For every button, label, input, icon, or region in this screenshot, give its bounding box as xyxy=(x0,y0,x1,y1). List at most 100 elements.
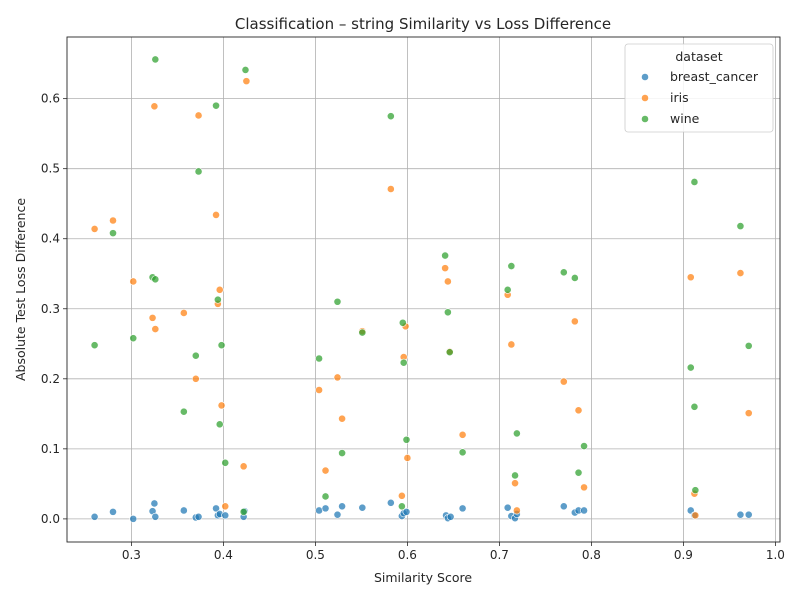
data-point xyxy=(559,268,568,277)
legend-label: iris xyxy=(670,90,689,105)
data-point xyxy=(441,264,450,273)
data-point xyxy=(315,506,323,515)
data-point xyxy=(686,363,695,372)
data-points xyxy=(90,55,753,523)
data-point xyxy=(512,506,521,515)
grid-lines xyxy=(67,37,780,542)
data-point xyxy=(241,66,250,74)
data-point xyxy=(109,229,117,238)
data-point xyxy=(691,511,700,520)
y-tick-label: 0.4 xyxy=(41,232,60,246)
data-point xyxy=(221,458,230,467)
data-point xyxy=(402,507,411,516)
data-point xyxy=(151,55,160,64)
data-point xyxy=(151,512,160,521)
y-tick-label: 0.0 xyxy=(41,512,60,526)
data-point xyxy=(691,486,700,495)
y-tick-label: 0.1 xyxy=(41,442,60,456)
data-point xyxy=(333,510,342,519)
data-point xyxy=(507,262,516,270)
data-point xyxy=(445,348,454,357)
data-point xyxy=(512,429,521,438)
data-point xyxy=(338,502,346,511)
legend-marker xyxy=(641,94,649,102)
y-tick-label: 0.3 xyxy=(41,302,60,316)
data-point xyxy=(570,274,579,282)
data-point xyxy=(333,297,342,306)
data-point xyxy=(321,466,330,475)
data-point xyxy=(221,511,230,520)
data-point xyxy=(338,414,346,423)
data-point xyxy=(191,374,200,383)
data-point xyxy=(441,251,450,260)
data-point xyxy=(386,498,395,507)
data-point xyxy=(109,507,117,516)
data-point xyxy=(129,277,138,286)
data-point xyxy=(574,468,583,477)
y-axis-label: Absolute Test Loss Difference xyxy=(13,198,28,381)
series-iris xyxy=(90,77,753,520)
legend-title: dataset xyxy=(675,49,722,64)
data-point xyxy=(148,313,157,322)
x-tick-label: 0.4 xyxy=(214,548,233,562)
data-point xyxy=(559,377,568,386)
data-point xyxy=(150,499,159,508)
data-point xyxy=(333,373,342,382)
data-point xyxy=(358,503,367,512)
data-point xyxy=(736,510,745,519)
data-point xyxy=(744,341,753,350)
x-tick-label: 0.9 xyxy=(674,548,693,562)
x-tick-label: 0.5 xyxy=(306,548,325,562)
data-point xyxy=(212,101,220,110)
series-wine xyxy=(90,55,753,516)
data-point xyxy=(403,454,412,462)
data-point xyxy=(458,504,467,513)
legend-marker xyxy=(641,115,649,123)
data-point xyxy=(217,341,226,350)
data-point xyxy=(507,340,516,349)
data-point xyxy=(109,216,117,225)
data-point xyxy=(397,491,406,500)
y-axis-ticks: 0.0 0.1 0.2 0.3 0.4 0.5 0.6 xyxy=(41,92,67,526)
data-point xyxy=(90,341,99,350)
data-point xyxy=(511,471,519,480)
data-point xyxy=(399,358,408,367)
data-point xyxy=(191,351,200,360)
data-point xyxy=(503,503,512,512)
x-tick-label: 0.7 xyxy=(490,548,509,562)
data-point xyxy=(242,77,251,86)
data-point xyxy=(736,222,745,231)
data-point xyxy=(686,273,695,282)
data-point xyxy=(221,502,230,511)
data-point xyxy=(574,406,583,415)
data-point xyxy=(151,275,160,284)
data-point xyxy=(239,507,248,516)
data-point xyxy=(386,112,395,121)
data-point xyxy=(212,211,220,219)
data-point xyxy=(179,309,188,317)
data-point xyxy=(736,269,745,277)
data-point xyxy=(239,462,248,471)
data-point xyxy=(511,479,519,488)
data-point xyxy=(338,449,346,457)
x-tick-label: 0.3 xyxy=(122,548,141,562)
y-tick-label: 0.6 xyxy=(41,92,60,106)
data-point xyxy=(129,514,138,523)
data-point xyxy=(559,502,568,511)
data-point xyxy=(215,420,224,429)
data-point xyxy=(402,435,411,444)
data-point xyxy=(744,409,753,418)
chart-title: Classification – string Similarity vs Lo… xyxy=(235,15,611,33)
legend-marker xyxy=(641,73,649,81)
x-tick-label: 0.8 xyxy=(582,548,601,562)
data-point xyxy=(217,401,226,410)
data-point xyxy=(315,386,323,394)
data-point xyxy=(215,285,224,294)
data-point xyxy=(194,111,203,120)
data-point xyxy=(321,504,330,513)
plot-frame xyxy=(66,36,781,543)
data-point xyxy=(397,502,406,511)
data-point xyxy=(446,512,455,521)
data-point xyxy=(386,185,395,193)
